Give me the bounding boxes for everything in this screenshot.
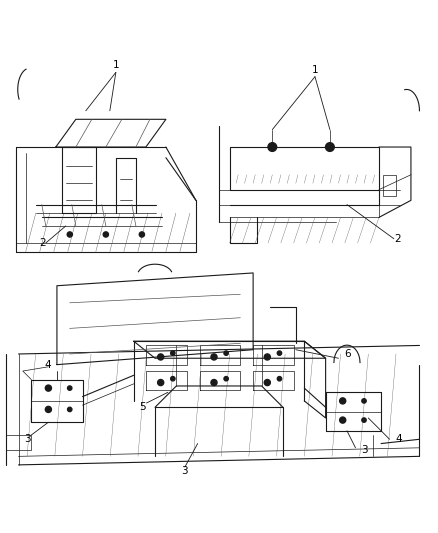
Text: 4: 4 bbox=[45, 360, 52, 369]
Circle shape bbox=[277, 351, 282, 356]
Text: 3: 3 bbox=[361, 445, 367, 455]
Circle shape bbox=[224, 376, 228, 381]
Text: 3: 3 bbox=[24, 434, 30, 445]
Circle shape bbox=[264, 379, 270, 385]
Circle shape bbox=[339, 417, 346, 423]
Circle shape bbox=[211, 379, 217, 385]
Text: 2: 2 bbox=[394, 234, 401, 244]
Circle shape bbox=[67, 407, 72, 411]
Circle shape bbox=[325, 143, 334, 151]
Circle shape bbox=[67, 386, 72, 390]
Circle shape bbox=[268, 143, 277, 151]
Text: 1: 1 bbox=[113, 60, 119, 70]
Circle shape bbox=[362, 399, 366, 403]
Circle shape bbox=[46, 406, 51, 413]
Circle shape bbox=[171, 376, 175, 381]
Circle shape bbox=[277, 376, 282, 381]
Circle shape bbox=[224, 351, 228, 356]
Circle shape bbox=[46, 385, 51, 391]
Circle shape bbox=[211, 354, 217, 360]
Text: 3: 3 bbox=[182, 466, 188, 477]
Circle shape bbox=[339, 398, 346, 404]
Circle shape bbox=[158, 354, 164, 360]
Circle shape bbox=[362, 418, 366, 422]
Text: 4: 4 bbox=[395, 434, 402, 445]
Circle shape bbox=[103, 232, 109, 237]
Text: 1: 1 bbox=[312, 65, 318, 75]
Circle shape bbox=[158, 379, 164, 385]
Circle shape bbox=[67, 232, 72, 237]
Text: 6: 6 bbox=[344, 349, 350, 359]
Circle shape bbox=[171, 351, 175, 356]
Circle shape bbox=[264, 354, 270, 360]
Text: 5: 5 bbox=[139, 402, 145, 413]
Circle shape bbox=[139, 232, 145, 237]
Bar bbox=[383, 175, 396, 196]
Text: 2: 2 bbox=[39, 238, 46, 248]
